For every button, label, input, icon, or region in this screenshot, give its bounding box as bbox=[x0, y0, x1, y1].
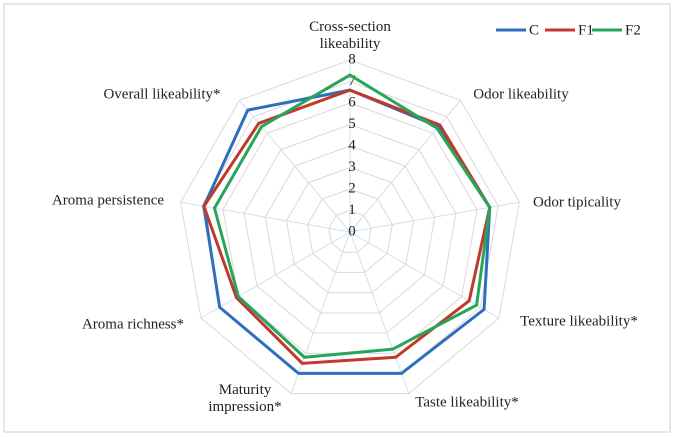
legend-label: F2 bbox=[625, 22, 641, 38]
series-line bbox=[202, 88, 492, 365]
category-label: Taste likeability* bbox=[415, 394, 519, 411]
spoke bbox=[349, 99, 461, 233]
r-tick-label: 6 bbox=[348, 94, 356, 110]
category-label: Cross-section likeability bbox=[309, 19, 391, 52]
r-tick-label: 0 bbox=[348, 223, 356, 239]
legend-label: C bbox=[529, 22, 539, 38]
category-label: Overall likeability* bbox=[103, 86, 221, 103]
r-tick-label: 4 bbox=[348, 137, 356, 153]
category-label: Maturity impression* bbox=[208, 382, 282, 415]
category-label: Aroma richness* bbox=[81, 316, 185, 333]
grid-ring bbox=[328, 209, 372, 253]
grid-ring bbox=[264, 145, 436, 314]
r-tick-label: 2 bbox=[348, 180, 356, 196]
category-label: Odor tipicality bbox=[533, 194, 621, 211]
category-label: Odor likeability bbox=[473, 86, 569, 103]
grid-ring bbox=[243, 123, 457, 334]
spoke bbox=[349, 231, 500, 319]
r-tick-label: 3 bbox=[348, 159, 356, 175]
spoke bbox=[290, 231, 351, 394]
spoke bbox=[180, 201, 351, 233]
r-tick-label: 7 bbox=[348, 73, 356, 89]
grid-ring bbox=[307, 188, 393, 273]
spoke bbox=[349, 231, 410, 394]
category-label: Aroma persistence bbox=[51, 192, 165, 209]
chart-border bbox=[3, 3, 671, 433]
legend-label: F1 bbox=[578, 22, 594, 38]
grid-ring bbox=[180, 59, 520, 395]
r-tick-label: 1 bbox=[348, 202, 356, 218]
category-label: Texture likeability* bbox=[520, 313, 638, 330]
grid-ring bbox=[285, 166, 415, 294]
spoke bbox=[200, 231, 351, 319]
r-tick-label: 5 bbox=[348, 116, 356, 132]
r-tick-label: 8 bbox=[348, 51, 356, 67]
series-line bbox=[212, 73, 492, 359]
